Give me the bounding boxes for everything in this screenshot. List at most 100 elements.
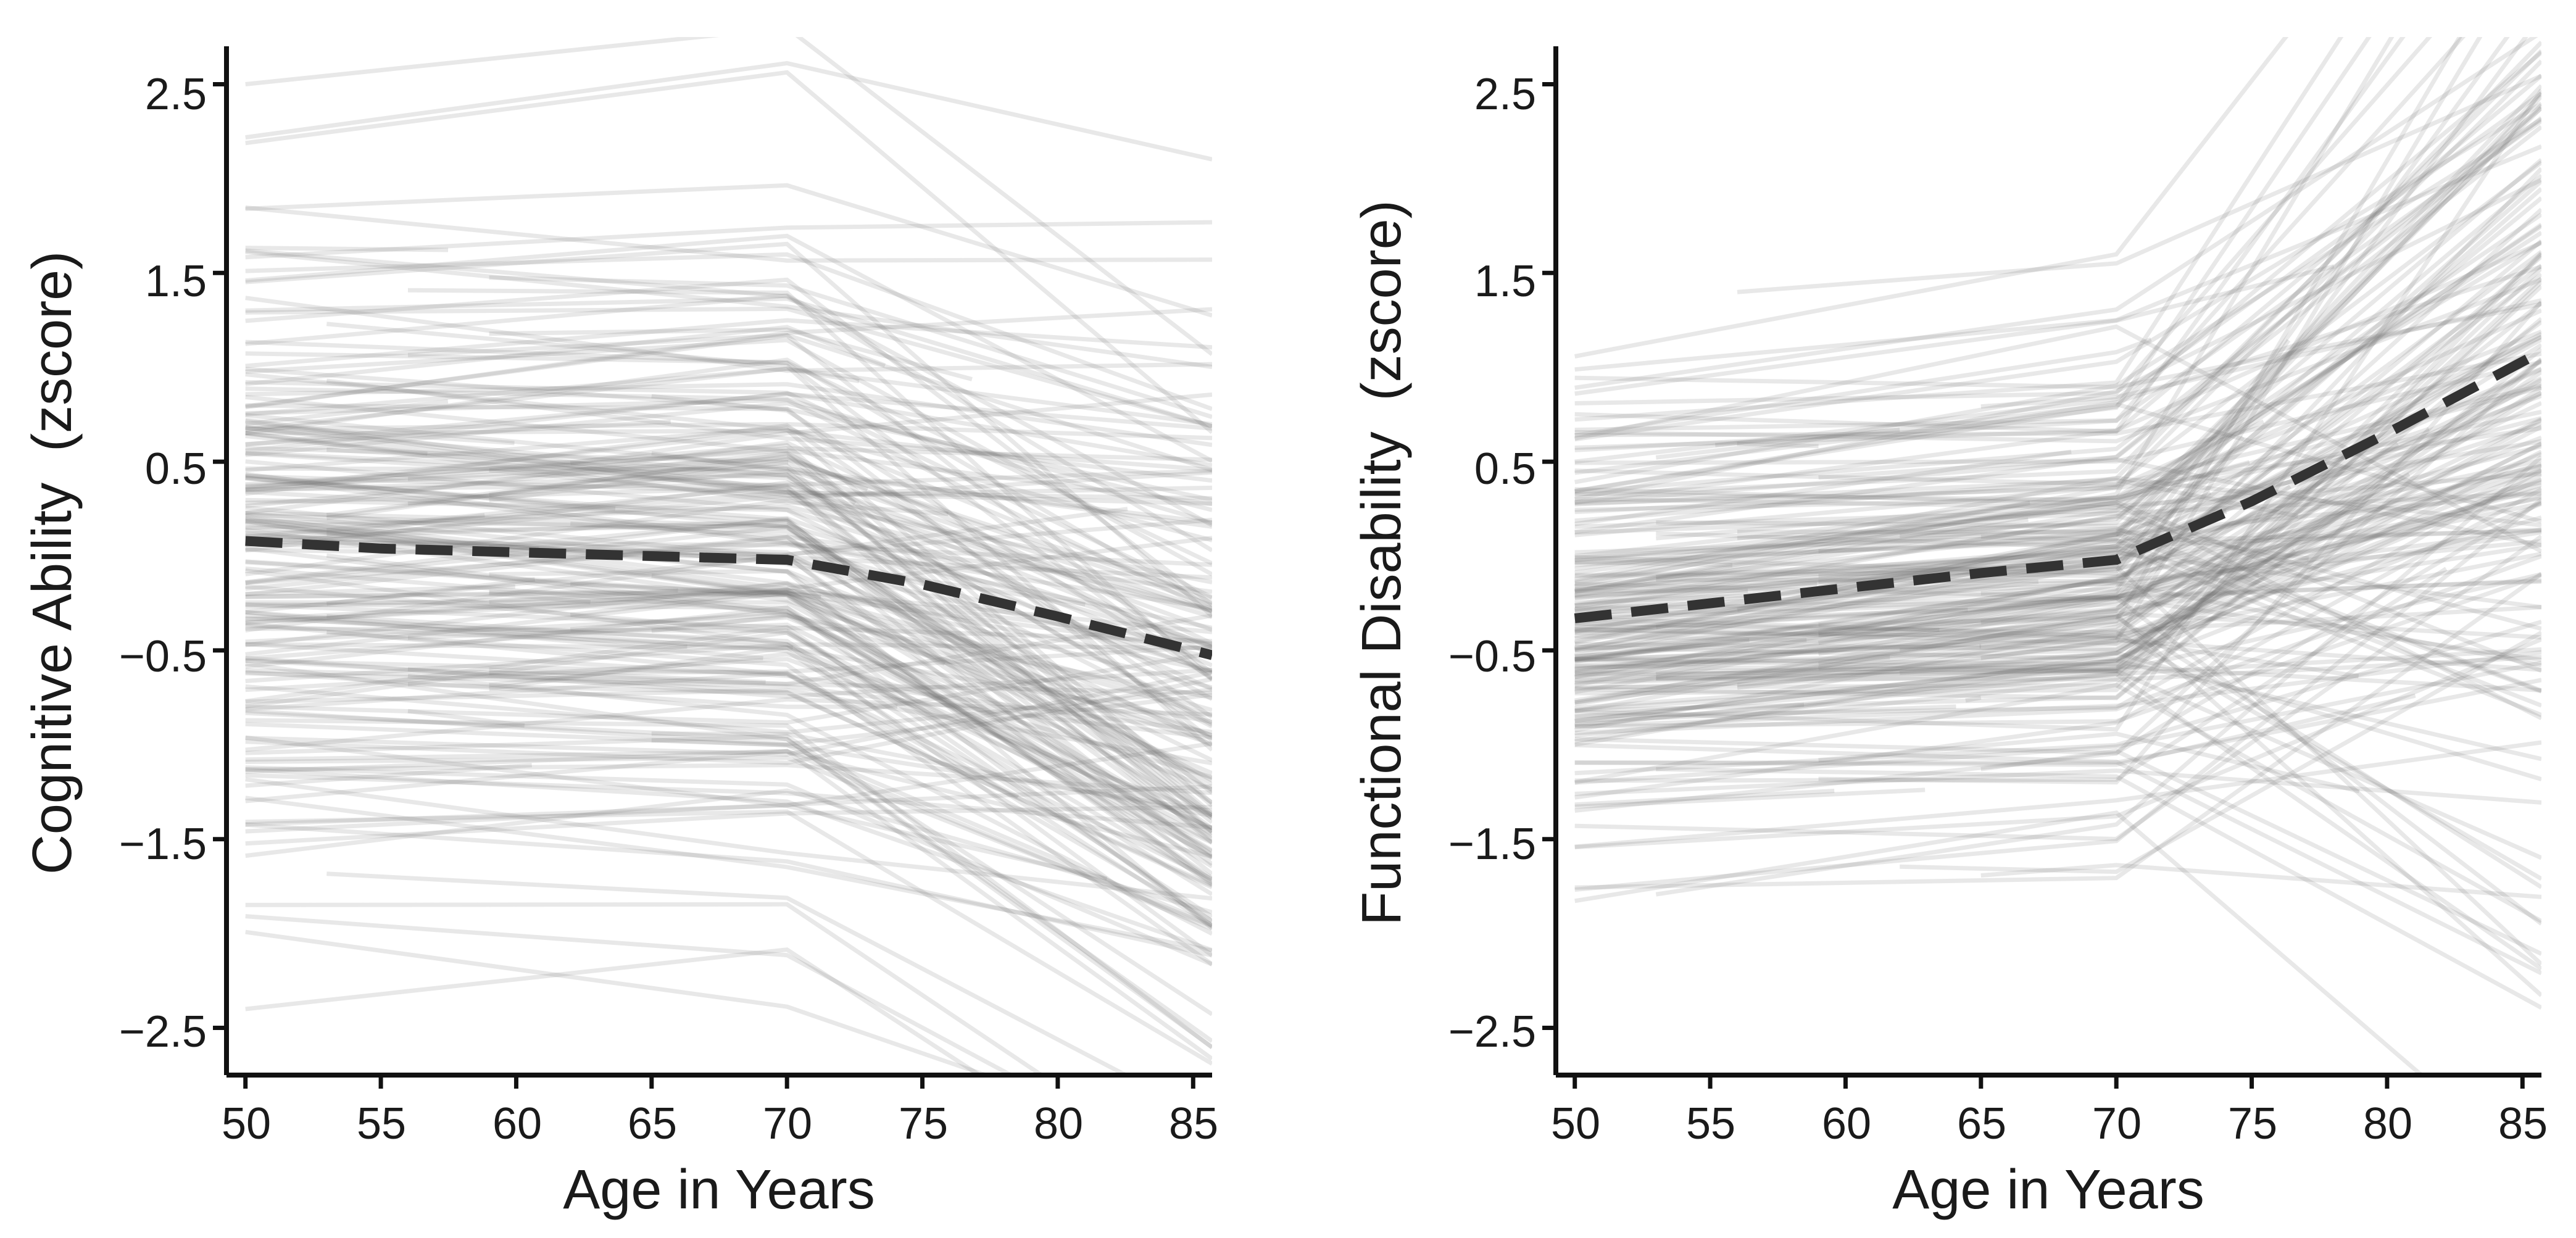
left-individual-trajectory-115 [245, 392, 1212, 447]
left-individual-trajectory-29 [245, 459, 1212, 648]
left-individual-trajectory-145 [245, 521, 1212, 930]
right-individual-trajectory-8 [1574, 394, 2541, 592]
left-individual-trajectory-189 [245, 517, 1212, 591]
left-individual-trajectory-226 [245, 589, 1212, 737]
right-individual-trajectory-82 [1574, 37, 2406, 505]
left-individual-trajectory-206 [245, 929, 992, 1075]
left-individual-trajectory-90 [245, 642, 1212, 724]
right-individual-trajectory-55 [1574, 376, 2541, 679]
left-y-ticks [213, 81, 226, 1031]
right-individual-trajectory-208 [1574, 267, 2541, 672]
left-x-axis-title: Age in Years [563, 1159, 875, 1221]
right-individual-trajectory-201 [1574, 647, 2541, 712]
left-individual-trajectory-116 [245, 610, 763, 661]
right-individual-trajectory-22 [1818, 612, 2541, 997]
right-individual-trajectory-197 [1574, 810, 2425, 1075]
left-individual-trajectory-147 [245, 431, 949, 517]
right-individual-trajectory-164 [1574, 338, 2541, 578]
right-xtick-label-60: 60 [1822, 1099, 1871, 1149]
left-individual-trajectory-200 [245, 339, 1212, 681]
right-individual-trajectory-135 [1574, 571, 2541, 890]
left-individual-trajectory-152 [245, 671, 1020, 799]
left-individual-trajectory-161 [245, 525, 539, 551]
left-individual-trajectory-177 [245, 399, 449, 426]
left-individual-trajectory-139 [326, 871, 1131, 1075]
left-individual-trajectory-162 [245, 431, 1212, 506]
left-individual-trajectory-55 [489, 582, 1212, 673]
left-individual-trajectory-99 [245, 519, 1212, 831]
left-individual-trajectory-187 [245, 418, 1212, 691]
right-individual-trajectory-224 [1574, 457, 2541, 547]
left-individual-trajectory-71 [407, 708, 525, 728]
left-ytick-label-neg1.5: −1.5 [119, 820, 207, 869]
left-individual-trajectory-201 [245, 697, 1212, 752]
left-individual-trajectory-106 [245, 183, 1212, 318]
right-individual-trajectory-118 [1574, 37, 2528, 616]
right-mean-trajectory-line [1574, 347, 2541, 623]
left-individual-trajectory-88 [245, 688, 1212, 766]
right-individual-trajectory-106 [1574, 460, 2250, 586]
right-individual-trajectory-79 [1574, 37, 2462, 707]
right-xtick-label-70: 70 [2092, 1099, 2142, 1149]
left-individual-trajectory-56 [245, 70, 1212, 434]
left-individual-trajectory-52 [245, 403, 1212, 742]
left-individual-trajectory-227 [245, 588, 1212, 646]
right-individual-trajectory-46 [1574, 515, 2541, 639]
left-individual-trajectory-68 [245, 684, 1212, 735]
right-individual-trajectory-27 [1574, 484, 2292, 705]
right-panel: 2.5 1.5 0.5 −0.5 −1.5 −2.5 50 55 60 65 7… [1351, 37, 2548, 1221]
left-individual-trajectory-141 [407, 456, 1212, 608]
left-individual-trajectory-191 [245, 397, 1212, 614]
left-individual-trajectory-185 [326, 577, 536, 606]
left-individual-trajectory-128 [245, 476, 1212, 820]
left-individual-trajectory-154 [245, 296, 1212, 429]
right-individual-trajectory-228 [1574, 566, 2034, 658]
right-individual-trajectory-64 [1980, 298, 2541, 409]
right-individual-trajectory-60 [1574, 37, 2344, 422]
right-individual-trajectory-29 [1574, 337, 2152, 438]
right-individual-trajectory-174 [1980, 496, 2541, 579]
left-individual-trajectory-14 [245, 357, 1212, 610]
right-individual-trajectory-148 [1655, 330, 2541, 541]
left-individual-trajectory-205 [245, 442, 1212, 808]
left-individual-trajectory-135 [245, 765, 1212, 966]
left-individual-trajectory-53 [245, 767, 1212, 953]
right-individual-trajectory-92 [1574, 239, 2541, 621]
left-individual-trajectory-73 [245, 749, 1212, 1061]
left-individual-trajectory-13 [326, 451, 1212, 816]
left-individual-trajectory-86 [245, 248, 1212, 552]
left-individual-trajectory-65 [245, 615, 1212, 792]
right-individual-trajectory-141 [1574, 41, 2541, 523]
right-individual-trajectory-176 [1574, 51, 2541, 494]
right-individual-trajectory-99 [1574, 478, 2299, 518]
right-individual-trajectory-152 [1655, 455, 2541, 897]
left-individual-trajectory-142 [245, 472, 1212, 630]
left-individual-trajectory-219 [245, 519, 1212, 792]
left-individual-trajectory-15 [407, 682, 1212, 888]
right-individual-trajectory-31 [1737, 84, 2541, 535]
left-individual-trajectory-72 [245, 233, 1212, 463]
left-individual-trajectory-184 [489, 667, 766, 684]
left-individual-trajectory-12 [245, 483, 1212, 615]
left-individual-trajectory-38 [245, 510, 1212, 866]
left-individual-trajectory-126 [245, 670, 1212, 757]
left-individual-trajectory-217 [245, 333, 1212, 675]
left-individual-trajectory-22 [245, 560, 678, 592]
left-xtick-label-50: 50 [222, 1099, 271, 1149]
left-individual-trajectory-100 [245, 497, 1212, 729]
right-individual-trajectory-119 [1574, 103, 2541, 644]
left-individual-trajectory-89 [245, 605, 1212, 868]
left-individual-trajectory-123 [407, 288, 1212, 681]
left-individual-trajectory-216 [245, 630, 1212, 858]
right-individual-trajectory-11 [1574, 167, 2541, 652]
right-individual-trajectory-172 [1818, 486, 2541, 656]
left-individual-trajectory-209 [245, 446, 789, 465]
right-individual-trajectory-160 [1574, 160, 2541, 487]
right-individual-trajectory-86 [1574, 500, 2541, 673]
right-individual-trajectory-100 [1574, 264, 2335, 396]
right-individual-trajectory-62 [1574, 37, 2433, 405]
right-individual-trajectory-151 [1574, 449, 2072, 526]
right-individual-trajectory-126 [1574, 418, 2541, 747]
left-individual-trajectory-34 [245, 380, 1212, 599]
left-individual-trajectory-140 [245, 307, 1212, 410]
